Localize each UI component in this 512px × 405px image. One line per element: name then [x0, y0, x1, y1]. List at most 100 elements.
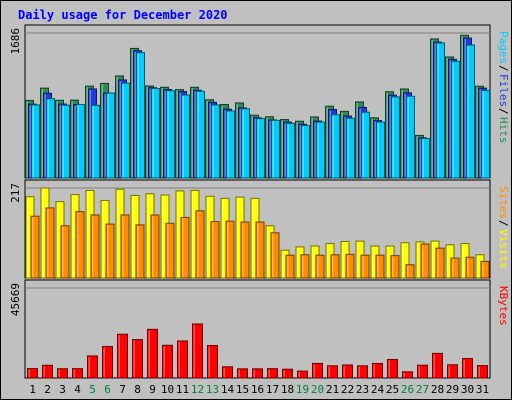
bar-highlight: [283, 370, 285, 377]
bar-fill: [390, 255, 400, 279]
bar-kbytes-day-3: [57, 368, 68, 379]
bar-highlight: [374, 121, 376, 177]
bar-highlight: [314, 122, 316, 177]
panel-kbytes: 45669 KBytes: [9, 279, 510, 379]
bar-highlight: [269, 120, 271, 177]
bar-highlight: [86, 87, 88, 177]
bar-fill: [342, 364, 353, 379]
bar-highlight: [197, 211, 199, 277]
bar-pages-day-8: [136, 52, 145, 179]
bar-kbytes-day-29: [447, 364, 458, 379]
bar-highlight: [461, 36, 463, 177]
x-tick-day-2: 2: [44, 383, 51, 396]
bar-fill: [375, 254, 385, 279]
bar-highlight: [92, 106, 94, 177]
bar-highlight: [73, 369, 75, 377]
bar-fill: [477, 365, 488, 379]
bar-pages-day-1: [31, 104, 40, 179]
bar-highlight: [432, 242, 434, 277]
bar-fill: [447, 364, 458, 379]
bar-highlight: [332, 115, 334, 177]
bar-fill: [136, 52, 145, 179]
bar-highlight: [59, 105, 61, 177]
x-tick-day-9: 9: [149, 383, 156, 396]
bar-kbytes-day-2: [42, 364, 53, 379]
bar-sites-day-1: [30, 215, 40, 279]
bar-highlight: [267, 226, 269, 277]
bar-highlight: [372, 247, 374, 277]
bar-highlight: [357, 242, 359, 277]
x-tick-day-27: 27: [416, 383, 429, 396]
bar-highlight: [302, 126, 304, 177]
bar-kbytes-day-14: [222, 366, 233, 379]
bar-highlight: [47, 99, 49, 177]
bar-sites-day-17: [270, 232, 280, 279]
bar-highlight: [437, 249, 439, 277]
bar-highlight: [62, 226, 64, 277]
bar-fill: [405, 264, 415, 279]
bar-highlight: [182, 96, 184, 177]
bar-highlight: [253, 369, 255, 377]
bar-fill: [177, 340, 188, 379]
bar-highlight: [313, 364, 315, 377]
bar-highlight: [56, 101, 58, 177]
bar-pages-day-21: [331, 114, 340, 179]
bar-fill: [331, 114, 340, 179]
bar-fill: [207, 344, 218, 379]
bar-highlight: [272, 233, 274, 277]
x-tick-day-5: 5: [89, 383, 96, 396]
bar-highlight: [251, 116, 253, 177]
bar-highlight: [359, 108, 361, 177]
bar-highlight: [208, 346, 210, 377]
series-visits: [25, 187, 485, 279]
bar-highlight: [222, 199, 224, 277]
bar-fill: [466, 44, 475, 179]
bar-highlight: [102, 201, 104, 277]
bar-pages-day-7: [121, 82, 130, 179]
bar-sites-day-14: [225, 220, 235, 279]
x-tick-day-11: 11: [176, 383, 189, 396]
bar-highlight: [282, 251, 284, 277]
bar-sites-day-25: [390, 255, 400, 279]
bar-fill: [61, 104, 70, 179]
bar-highlight: [312, 247, 314, 277]
bar-fill: [135, 224, 145, 279]
bar-highlight: [57, 202, 59, 277]
max-value-label: 45669: [9, 283, 22, 316]
bar-fill: [106, 92, 115, 179]
bar-fill: [301, 125, 310, 179]
bar-sites-day-8: [135, 224, 145, 279]
bar-highlight: [417, 242, 419, 277]
bar-highlight: [221, 105, 223, 177]
bar-highlight: [328, 366, 330, 377]
x-tick-day-4: 4: [74, 383, 81, 396]
bar-fill: [271, 119, 280, 179]
bar-highlight: [402, 243, 404, 277]
bar-fill: [196, 90, 205, 179]
bar-fill: [105, 223, 115, 279]
bar-highlight: [148, 330, 150, 377]
bar-highlight: [103, 347, 105, 377]
bar-kbytes-day-5: [87, 355, 98, 379]
bar-sites-day-26: [405, 264, 415, 279]
bar-fill: [76, 103, 85, 179]
bar-fill: [162, 344, 173, 379]
bar-highlight: [268, 369, 270, 377]
bar-highlight: [191, 88, 193, 177]
bar-highlight: [356, 102, 358, 177]
bar-highlight: [197, 92, 199, 177]
bar-highlight: [101, 84, 103, 177]
bar-pages-day-4: [76, 103, 85, 179]
bar-highlight: [392, 97, 394, 177]
bar-highlight: [317, 123, 319, 177]
bar-highlight: [479, 89, 481, 177]
bar-highlight: [152, 89, 154, 177]
bar-fill: [327, 365, 338, 379]
bar-fill: [432, 352, 443, 379]
bar-kbytes-day-16: [252, 368, 263, 379]
bar-highlight: [332, 255, 334, 277]
bar-highlight: [239, 108, 241, 177]
x-tick-day-29: 29: [446, 383, 459, 396]
bar-highlight: [482, 91, 484, 177]
